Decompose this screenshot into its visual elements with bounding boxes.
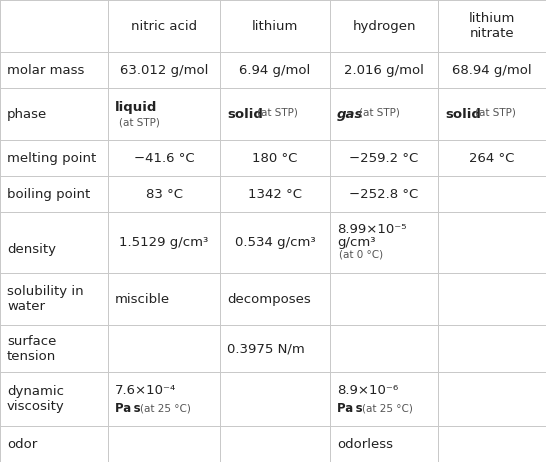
Text: g/cm³: g/cm³ bbox=[337, 236, 376, 249]
Text: 0.3975 N/m: 0.3975 N/m bbox=[227, 342, 305, 355]
Text: solubility in
water: solubility in water bbox=[7, 286, 84, 313]
Text: lithium: lithium bbox=[252, 19, 298, 32]
Text: hydrogen: hydrogen bbox=[352, 19, 416, 32]
Text: melting point: melting point bbox=[7, 152, 96, 164]
Text: 6.94 g/mol: 6.94 g/mol bbox=[239, 64, 311, 77]
Text: 264 °C: 264 °C bbox=[470, 152, 515, 164]
Text: molar mass: molar mass bbox=[7, 64, 85, 77]
Text: liquid: liquid bbox=[115, 101, 157, 114]
Text: 8.99×10⁻⁵: 8.99×10⁻⁵ bbox=[337, 223, 407, 236]
Text: −252.8 °C: −252.8 °C bbox=[349, 188, 419, 201]
Text: boiling point: boiling point bbox=[7, 188, 90, 201]
Text: phase: phase bbox=[7, 108, 48, 121]
Text: 0.534 g/cm³: 0.534 g/cm³ bbox=[235, 236, 315, 249]
Text: 83 °C: 83 °C bbox=[145, 188, 182, 201]
Text: dynamic
viscosity: dynamic viscosity bbox=[7, 385, 65, 413]
Text: surface
tension: surface tension bbox=[7, 335, 56, 363]
Text: 2.016 g/mol: 2.016 g/mol bbox=[344, 64, 424, 77]
Text: 1342 °C: 1342 °C bbox=[248, 188, 302, 201]
Text: Pa s: Pa s bbox=[337, 401, 363, 414]
Text: solid: solid bbox=[445, 108, 481, 121]
Text: nitric acid: nitric acid bbox=[131, 19, 197, 32]
Text: 180 °C: 180 °C bbox=[252, 152, 298, 164]
Text: 7.6×10⁻⁴: 7.6×10⁻⁴ bbox=[115, 383, 176, 396]
Text: (at STP): (at STP) bbox=[475, 107, 516, 117]
Text: 1.5129 g/cm³: 1.5129 g/cm³ bbox=[120, 236, 209, 249]
Text: odorless: odorless bbox=[337, 438, 393, 450]
Text: odor: odor bbox=[7, 438, 37, 450]
Text: −41.6 °C: −41.6 °C bbox=[134, 152, 194, 164]
Text: (at 25 °C): (at 25 °C) bbox=[140, 403, 191, 413]
Text: 68.94 g/mol: 68.94 g/mol bbox=[452, 64, 532, 77]
Text: density: density bbox=[7, 243, 56, 255]
Text: gas: gas bbox=[337, 108, 364, 121]
Text: (at STP): (at STP) bbox=[257, 107, 298, 117]
Text: 63.012 g/mol: 63.012 g/mol bbox=[120, 64, 208, 77]
Text: (at 0 °C): (at 0 °C) bbox=[339, 249, 383, 259]
Text: decomposes: decomposes bbox=[227, 293, 311, 306]
Text: (at STP): (at STP) bbox=[119, 117, 160, 127]
Text: 8.9×10⁻⁶: 8.9×10⁻⁶ bbox=[337, 383, 398, 396]
Text: solid: solid bbox=[227, 108, 263, 121]
Text: (at 25 °C): (at 25 °C) bbox=[362, 403, 413, 413]
Text: Pa s: Pa s bbox=[115, 401, 141, 414]
Text: miscible: miscible bbox=[115, 293, 170, 306]
Text: lithium
nitrate: lithium nitrate bbox=[469, 12, 515, 40]
Text: −259.2 °C: −259.2 °C bbox=[349, 152, 419, 164]
Text: (at STP): (at STP) bbox=[359, 107, 400, 117]
